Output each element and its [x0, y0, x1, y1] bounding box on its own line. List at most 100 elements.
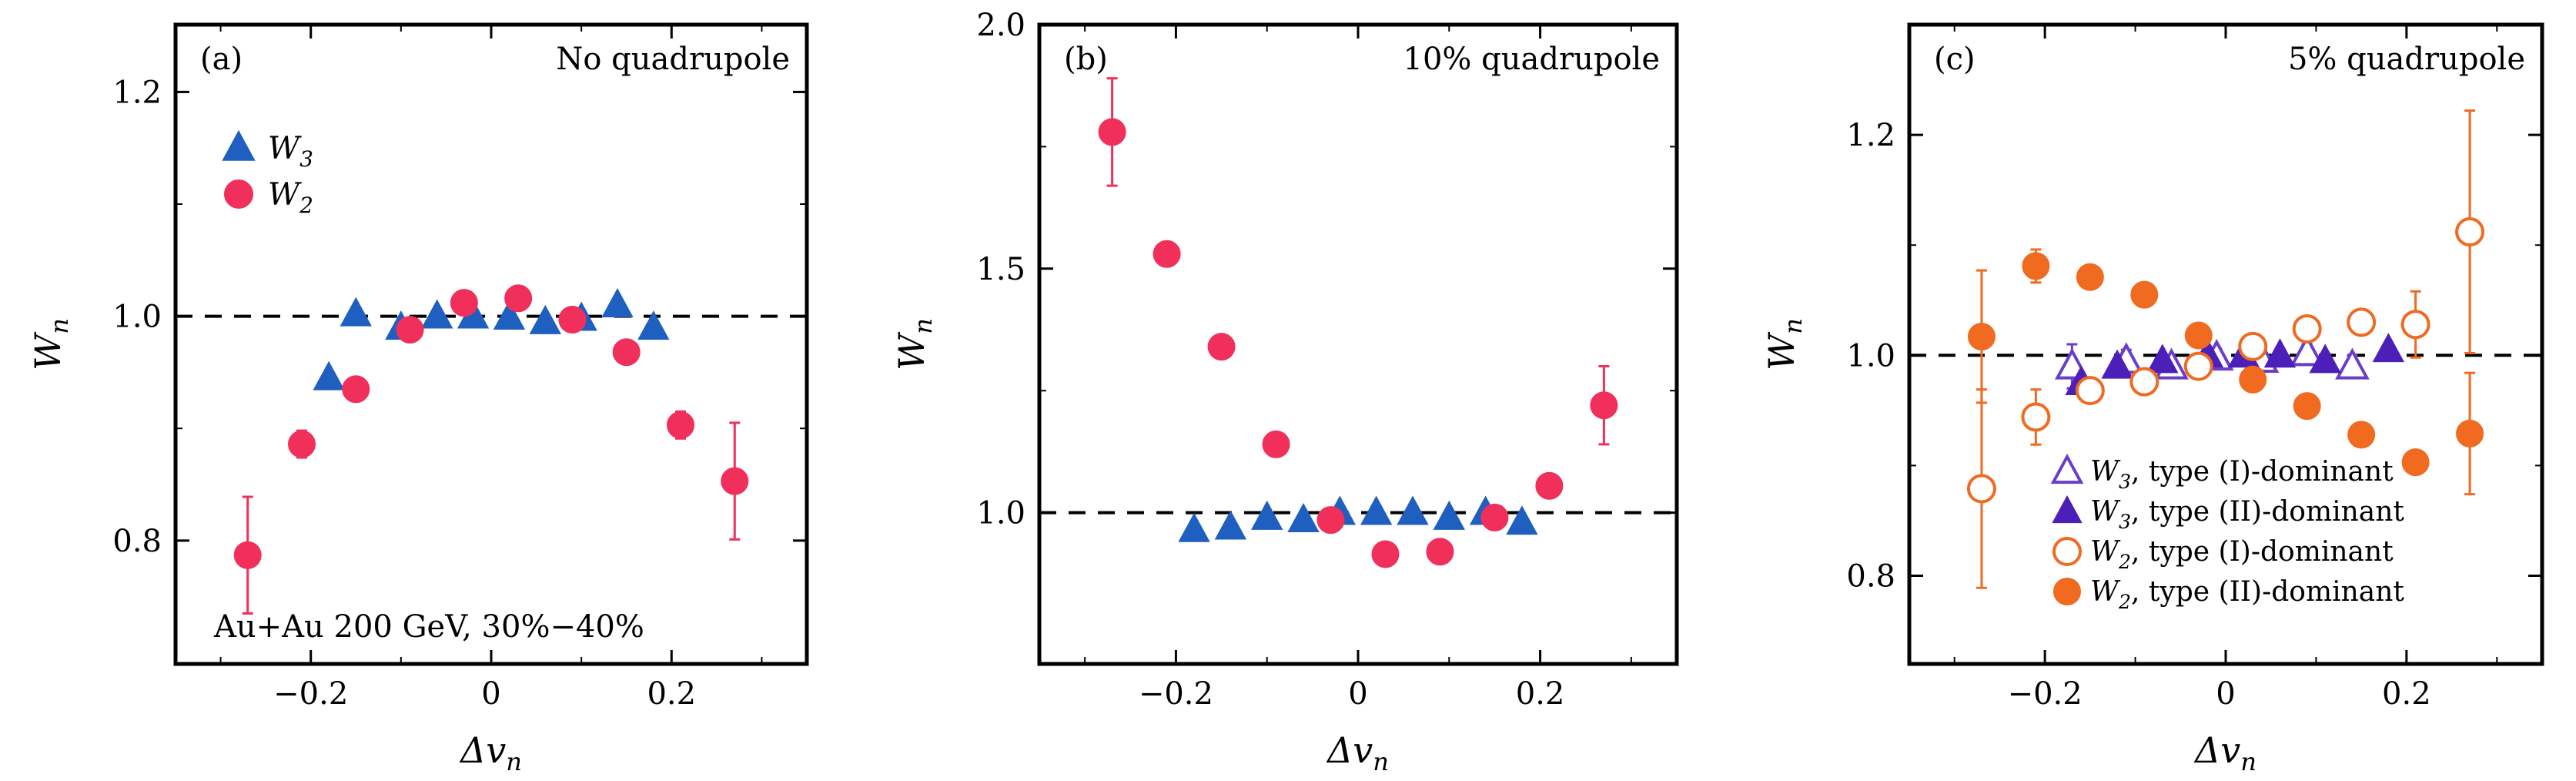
- data-point: [2238, 331, 2268, 361]
- plot-frame: [1037, 22, 1679, 666]
- legend-label-symbol: W: [268, 177, 302, 213]
- legend-label-subscript: 2: [2118, 551, 2131, 573]
- y-axis-title-symbol: W: [891, 331, 932, 370]
- legend-marker: [2050, 453, 2084, 484]
- data-point: [396, 316, 424, 344]
- data-point: [1480, 503, 1509, 531]
- data-point: [1590, 391, 1618, 420]
- panel-title: 5% quadrupole: [2288, 42, 2525, 77]
- y-axis-title-symbol: W: [27, 331, 69, 370]
- data-point: [1506, 505, 1538, 535]
- y-tick-label: 0.8: [112, 524, 162, 559]
- panel-title: 10% quadrupole: [1403, 42, 1660, 77]
- data-point: [2076, 263, 2104, 291]
- x-tick-label: 0.2: [2382, 676, 2431, 712]
- data-point: [1178, 512, 1210, 542]
- data-point: [2455, 217, 2485, 247]
- data-point: [2239, 365, 2267, 394]
- x-axis-title: Δvn: [1326, 729, 1389, 776]
- data-point: [2292, 313, 2322, 344]
- x-tick-label: −0.2: [1139, 676, 1213, 712]
- data-point: [2400, 310, 2430, 340]
- legend-label: W2: [268, 177, 313, 218]
- plot-frame: [1907, 22, 2544, 666]
- data-point: [2146, 344, 2179, 374]
- data-point: [1426, 538, 1454, 566]
- panel-a: −0.2 0 0.2 0.8 1.0 1.2 (a) No quadrupole Au+Au 2…: [27, 22, 809, 776]
- data-point: [558, 305, 587, 334]
- legend-marker: [224, 179, 253, 209]
- legend-label-subscript: 3: [2119, 511, 2131, 533]
- y-tick-label: 1.0: [976, 496, 1025, 531]
- data-point: [288, 430, 316, 458]
- data-point: [2022, 252, 2050, 280]
- data-point: [2290, 334, 2325, 367]
- x-tick-label: 0: [2216, 676, 2235, 712]
- data-point: [1433, 500, 1465, 530]
- data-point: [340, 297, 372, 327]
- data-point: [1966, 474, 1996, 504]
- legend-label-description: , type (I)-dominant: [2131, 536, 2394, 568]
- series-1: [233, 284, 749, 615]
- data-point: [612, 338, 641, 367]
- data-point: [529, 304, 561, 334]
- legend-marker: [222, 129, 256, 161]
- legend-label-description: , type (II)-dominant: [2131, 576, 2404, 608]
- y-axis-title-subscript: n: [45, 318, 74, 334]
- data-point: [1316, 506, 1345, 535]
- legend-label-subscript: 3: [2119, 471, 2131, 493]
- panel-c: −0.2 0 0.20.81.01.2(c) 5% quadrupoleΔvnWnW3…: [1761, 22, 2544, 776]
- x-tick-label: −0.2: [273, 676, 348, 712]
- data-point: [1371, 540, 1400, 568]
- data-point: [667, 411, 694, 439]
- data-point: [504, 284, 533, 313]
- data-point: [2130, 280, 2159, 309]
- data-point: [2183, 351, 2213, 381]
- data-point: [1967, 322, 1996, 350]
- legend-marker: [2052, 495, 2083, 524]
- data-point: [2309, 344, 2341, 374]
- data-point: [1251, 500, 1283, 530]
- legend-label-description: , type (I)-dominant: [2131, 456, 2394, 488]
- x-axis-title-symbol: Δv: [459, 729, 506, 771]
- legend-label-symbol: W: [2090, 576, 2121, 608]
- data-point: [450, 289, 478, 317]
- data-point: [342, 375, 370, 404]
- data-point: [2101, 349, 2133, 379]
- y-tick-label: 1.2: [112, 75, 162, 110]
- y-tick-label: 0.8: [1846, 559, 1895, 595]
- data-point: [1098, 118, 1126, 146]
- x-tick-label: −0.2: [2008, 676, 2083, 712]
- y-axis-title: Wn: [1761, 318, 1808, 370]
- legend-label-subscript: 2: [299, 193, 313, 218]
- data-point: [2347, 421, 2376, 449]
- data-point: [1397, 495, 1429, 525]
- x-axis-title-symbol: Δv: [1326, 729, 1373, 771]
- x-axis-title-symbol: Δv: [2193, 729, 2240, 771]
- y-axis-title-symbol: W: [1761, 331, 1802, 370]
- data-point: [2347, 307, 2377, 337]
- legend-marker: [2053, 578, 2081, 605]
- data-point: [2263, 338, 2297, 368]
- data-point: [2401, 448, 2430, 477]
- data-point: [313, 360, 345, 390]
- legend-marker: [2052, 537, 2082, 566]
- legend-label-symbol: W: [268, 131, 302, 166]
- data-point: [1287, 503, 1320, 533]
- legend-label: W2, type (I)-dominant: [2090, 536, 2394, 573]
- data-point: [1214, 510, 1247, 540]
- legend-label-description: , type (II)-dominant: [2131, 496, 2404, 528]
- y-axis-title: Wn: [891, 318, 938, 370]
- y-axis-title-subscript: n: [908, 318, 938, 334]
- series-1: [1098, 77, 1618, 568]
- legend-label-subscript: 3: [299, 146, 313, 172]
- y-tick-label: 2.0: [976, 8, 1025, 43]
- data-point: [233, 541, 262, 569]
- data-point: [2129, 367, 2159, 397]
- x-axis-title-subscript: n: [1373, 747, 1389, 776]
- legend-label: W3, type (II)-dominant: [2090, 496, 2404, 533]
- data-point: [2184, 321, 2213, 350]
